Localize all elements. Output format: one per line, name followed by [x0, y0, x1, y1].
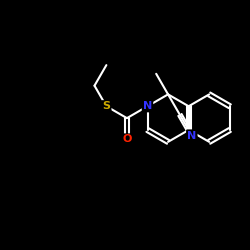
Text: N: N [187, 130, 196, 140]
Text: N: N [143, 101, 152, 111]
Text: O: O [122, 134, 132, 144]
Text: S: S [102, 101, 110, 111]
